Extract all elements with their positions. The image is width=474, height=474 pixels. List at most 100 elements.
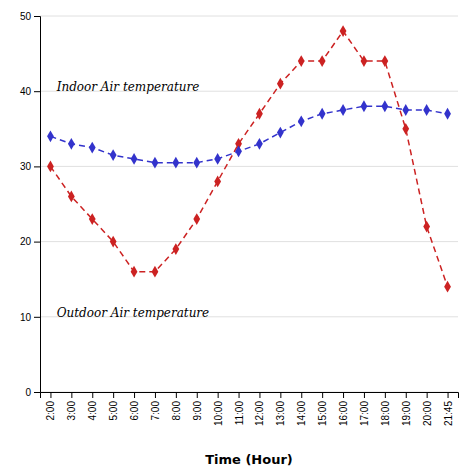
marker [298, 115, 305, 127]
marker [256, 108, 263, 120]
x-tick-label: 7:00 [150, 401, 161, 421]
series-labels: Outdoor Air temperatureIndoor Air temper… [56, 80, 210, 320]
x-axis-title: Time (Hour) [205, 452, 293, 467]
x-tick-mark [385, 392, 386, 398]
x-tick-mark [301, 392, 302, 398]
x-tick: 10:00 [213, 392, 224, 426]
y-tick-label: 20 [20, 236, 32, 247]
y-tick-mark [34, 91, 40, 92]
x-tick-label: 6:00 [129, 401, 140, 421]
x-tick-mark [176, 392, 177, 398]
x-tick: 4:00 [87, 392, 98, 420]
marker [89, 142, 96, 154]
marker [68, 138, 75, 150]
x-tick-mark [427, 392, 428, 398]
marker [298, 55, 305, 67]
x-tick-mark [343, 392, 344, 398]
y-tick: 50 [20, 11, 40, 22]
x-tick-label: 12:00 [254, 401, 265, 426]
marker [68, 191, 75, 203]
x-tick: 21:45 [443, 392, 454, 426]
x-tick: 13:00 [275, 392, 286, 426]
x-tick-mark [406, 392, 407, 398]
series-line [50, 106, 447, 162]
x-tick: 5:00 [108, 392, 119, 420]
marker [131, 153, 138, 165]
x-tick: 18:00 [380, 392, 391, 426]
x-axis: 2:00 3:00 4:00 5:00 6:00 7:00 8:00 9:00 10:00 11:… [41, 392, 459, 426]
plot: 0 10 20 30 40 50 2:00 3:00 4:00 5:00 6:00 7:00 8:00 9… [20, 11, 459, 426]
x-tick-mark [364, 392, 365, 398]
marker [381, 55, 388, 67]
marker [110, 236, 117, 248]
x-tick-mark [322, 392, 323, 398]
y-tick-label: 50 [20, 11, 32, 22]
marks [47, 25, 451, 292]
x-tick-label: 18:00 [380, 401, 391, 426]
y-tick: 20 [20, 236, 40, 247]
y-tick-mark [34, 317, 40, 318]
x-tick-mark [239, 392, 240, 398]
x-tick: 17:00 [359, 392, 370, 426]
marker [193, 213, 200, 225]
y-tick-mark [34, 166, 40, 167]
marker [319, 108, 326, 120]
marker [361, 55, 368, 67]
y-axis-line [34, 17, 41, 393]
marker [256, 138, 263, 150]
marker [340, 25, 347, 37]
marker [402, 123, 409, 135]
grid [40, 16, 458, 392]
y-tick: 30 [20, 161, 40, 172]
x-tick-label: 10:00 [213, 401, 224, 426]
x-tick-mark [113, 392, 114, 398]
y-tick-label: 40 [20, 86, 32, 97]
x-tick: 8:00 [171, 392, 182, 420]
x-tick-mark [155, 392, 156, 398]
marker [89, 213, 96, 225]
x-tick: 3:00 [66, 392, 77, 420]
y-tick-mark [34, 242, 40, 243]
y-tick-label: 10 [20, 312, 32, 323]
x-tick: 9:00 [192, 392, 203, 420]
x-tick: 20:00 [422, 392, 433, 426]
x-tick: 12:00 [254, 392, 265, 426]
marker [152, 266, 159, 278]
x-tick-label: 14:00 [296, 401, 307, 426]
x-tick-label: 19:00 [401, 401, 412, 426]
grid-line [40, 16, 458, 17]
x-tick-label: 21:45 [443, 401, 454, 426]
y-axis: 0 10 20 30 40 50 [20, 11, 41, 398]
x-tick-label: 11:00 [234, 401, 245, 426]
marker [361, 100, 368, 112]
grid-line [40, 166, 458, 167]
marker [131, 266, 138, 278]
x-tick-label: 4:00 [87, 401, 98, 421]
marker [402, 104, 409, 116]
x-tick: 2:00 [45, 392, 56, 420]
chart: 0 10 20 30 40 50 2:00 3:00 4:00 5:00 6:00 7:00 8:00 9… [0, 0, 474, 474]
series-label: Outdoor Air temperature [57, 306, 210, 320]
x-tick-mark [259, 392, 260, 398]
x-tick-label: 9:00 [192, 401, 203, 421]
x-tick-mark [92, 392, 93, 398]
marker [444, 108, 451, 120]
x-tick-label: 13:00 [275, 401, 286, 426]
y-tick-mark [34, 16, 40, 17]
marker [172, 157, 179, 169]
x-tick-label: 15:00 [317, 401, 328, 426]
marker [423, 104, 430, 116]
marker [340, 104, 347, 116]
series-line [50, 31, 447, 287]
marker [110, 149, 117, 161]
x-tick-mark [71, 392, 72, 398]
marker [444, 281, 451, 293]
marker [319, 55, 326, 67]
y-tick: 0 [25, 387, 40, 398]
y-tick: 40 [20, 86, 40, 97]
x-axis-line [41, 393, 459, 399]
x-tick-label: 3:00 [66, 401, 77, 421]
x-tick-label: 8:00 [171, 401, 182, 421]
x-tick-label: 17:00 [359, 401, 370, 426]
x-tick-mark [50, 392, 51, 398]
